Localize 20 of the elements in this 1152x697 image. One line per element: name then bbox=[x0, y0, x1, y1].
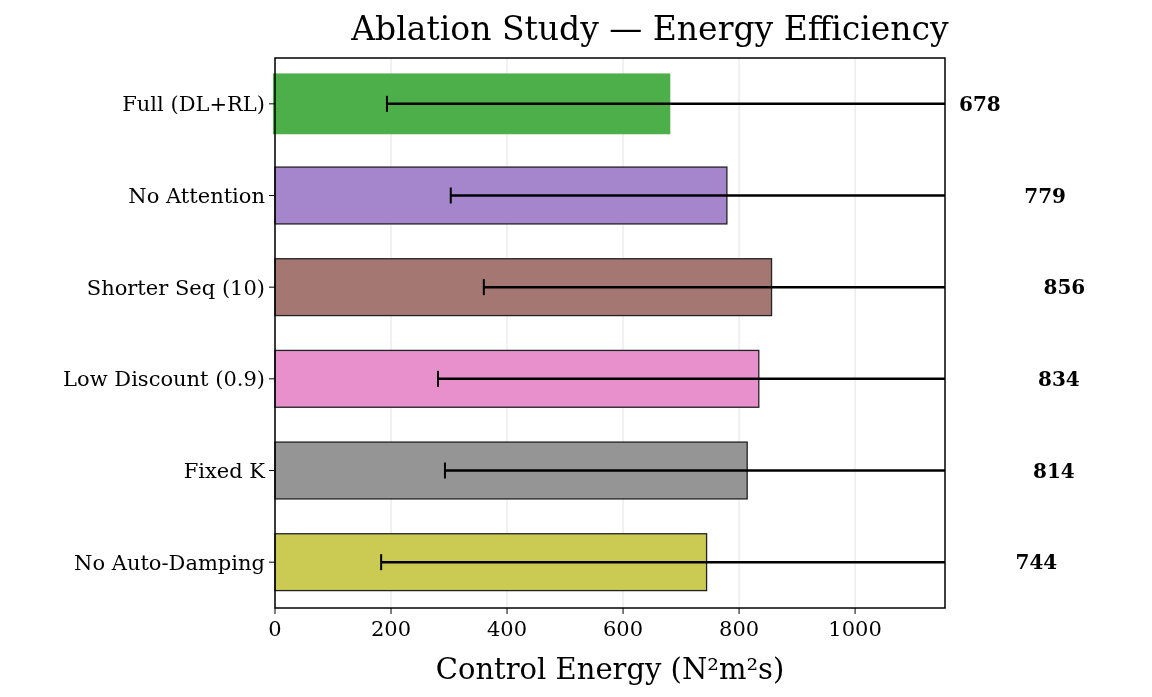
text: 834 bbox=[1038, 366, 1080, 391]
y-tick-label: Shorter Seq (10) bbox=[86, 275, 265, 300]
text: 779 bbox=[1024, 183, 1066, 208]
x-tick-label: 0 bbox=[268, 617, 282, 641]
y-tick-label: Fixed K bbox=[183, 458, 266, 483]
x-tick-label: 600 bbox=[603, 617, 644, 641]
text: 678 bbox=[959, 91, 1001, 116]
x-axis-title: Control Energy (N²m²s) bbox=[435, 652, 785, 686]
y-tick-label: Full (DL+RL) bbox=[122, 92, 265, 117]
text: 744 bbox=[1015, 550, 1058, 575]
x-tick-label: 1000 bbox=[828, 617, 882, 641]
y-tick-label: Low Discount (0.9) bbox=[63, 367, 265, 392]
x-tick-label: 400 bbox=[486, 617, 528, 641]
chart-title: Ablation Study — Energy Efficiency bbox=[350, 9, 950, 48]
x-tick-label: 200 bbox=[370, 617, 412, 641]
text: 814 bbox=[1033, 458, 1075, 483]
y-tick-label: No Auto-Damping bbox=[74, 550, 265, 575]
y-tick-label: No Attention bbox=[128, 183, 265, 208]
x-tick-label: 800 bbox=[719, 617, 760, 641]
text: 856 bbox=[1043, 275, 1086, 300]
